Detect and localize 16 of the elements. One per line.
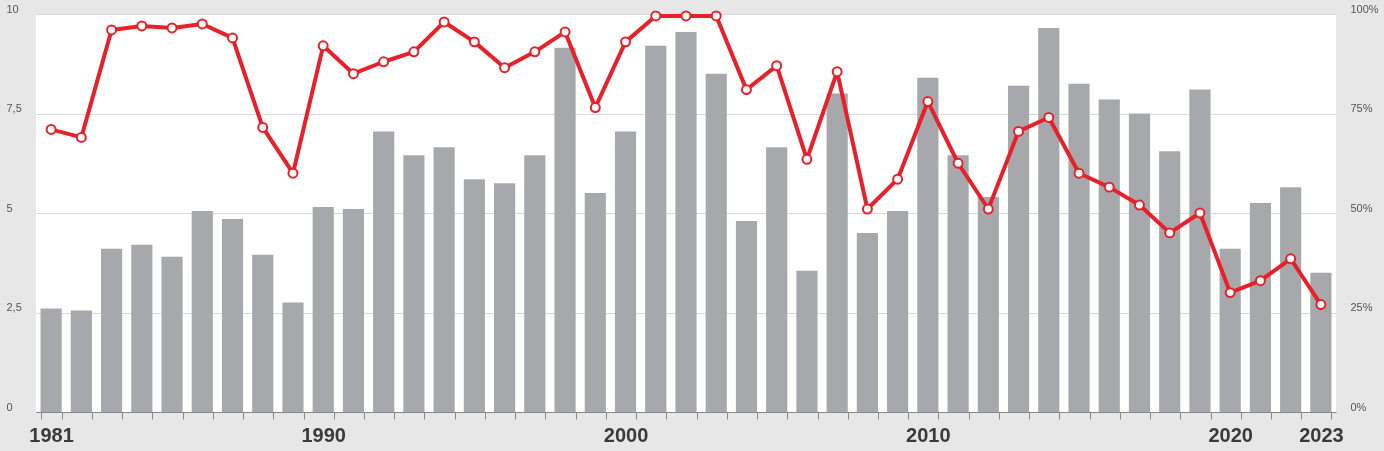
y-tick-label: 7,5 — [6, 102, 22, 114]
y-tick-label: 0 — [6, 400, 13, 413]
x-tick-label: 2000 — [603, 423, 649, 446]
y2-tick-label: 50% — [1350, 201, 1373, 214]
y-tick-label: 2,5 — [6, 301, 22, 313]
x-tick-label: 1990 — [301, 423, 346, 446]
y2-tick-label: 25% — [1350, 301, 1373, 313]
y2-tick-label: 0% — [1350, 400, 1367, 413]
y2-tick-label: 100% — [1350, 2, 1379, 15]
x-tick-label: 2023 — [1299, 423, 1344, 446]
y-tick-label: 5 — [6, 201, 13, 214]
y2-tick-label: 75% — [1350, 102, 1373, 114]
x-tick-label: 2010 — [906, 423, 951, 446]
x-tick-label: 2020 — [1208, 423, 1253, 446]
x-tick-label: 1981 — [29, 423, 74, 446]
y-tick-label: 10 — [6, 2, 19, 15]
